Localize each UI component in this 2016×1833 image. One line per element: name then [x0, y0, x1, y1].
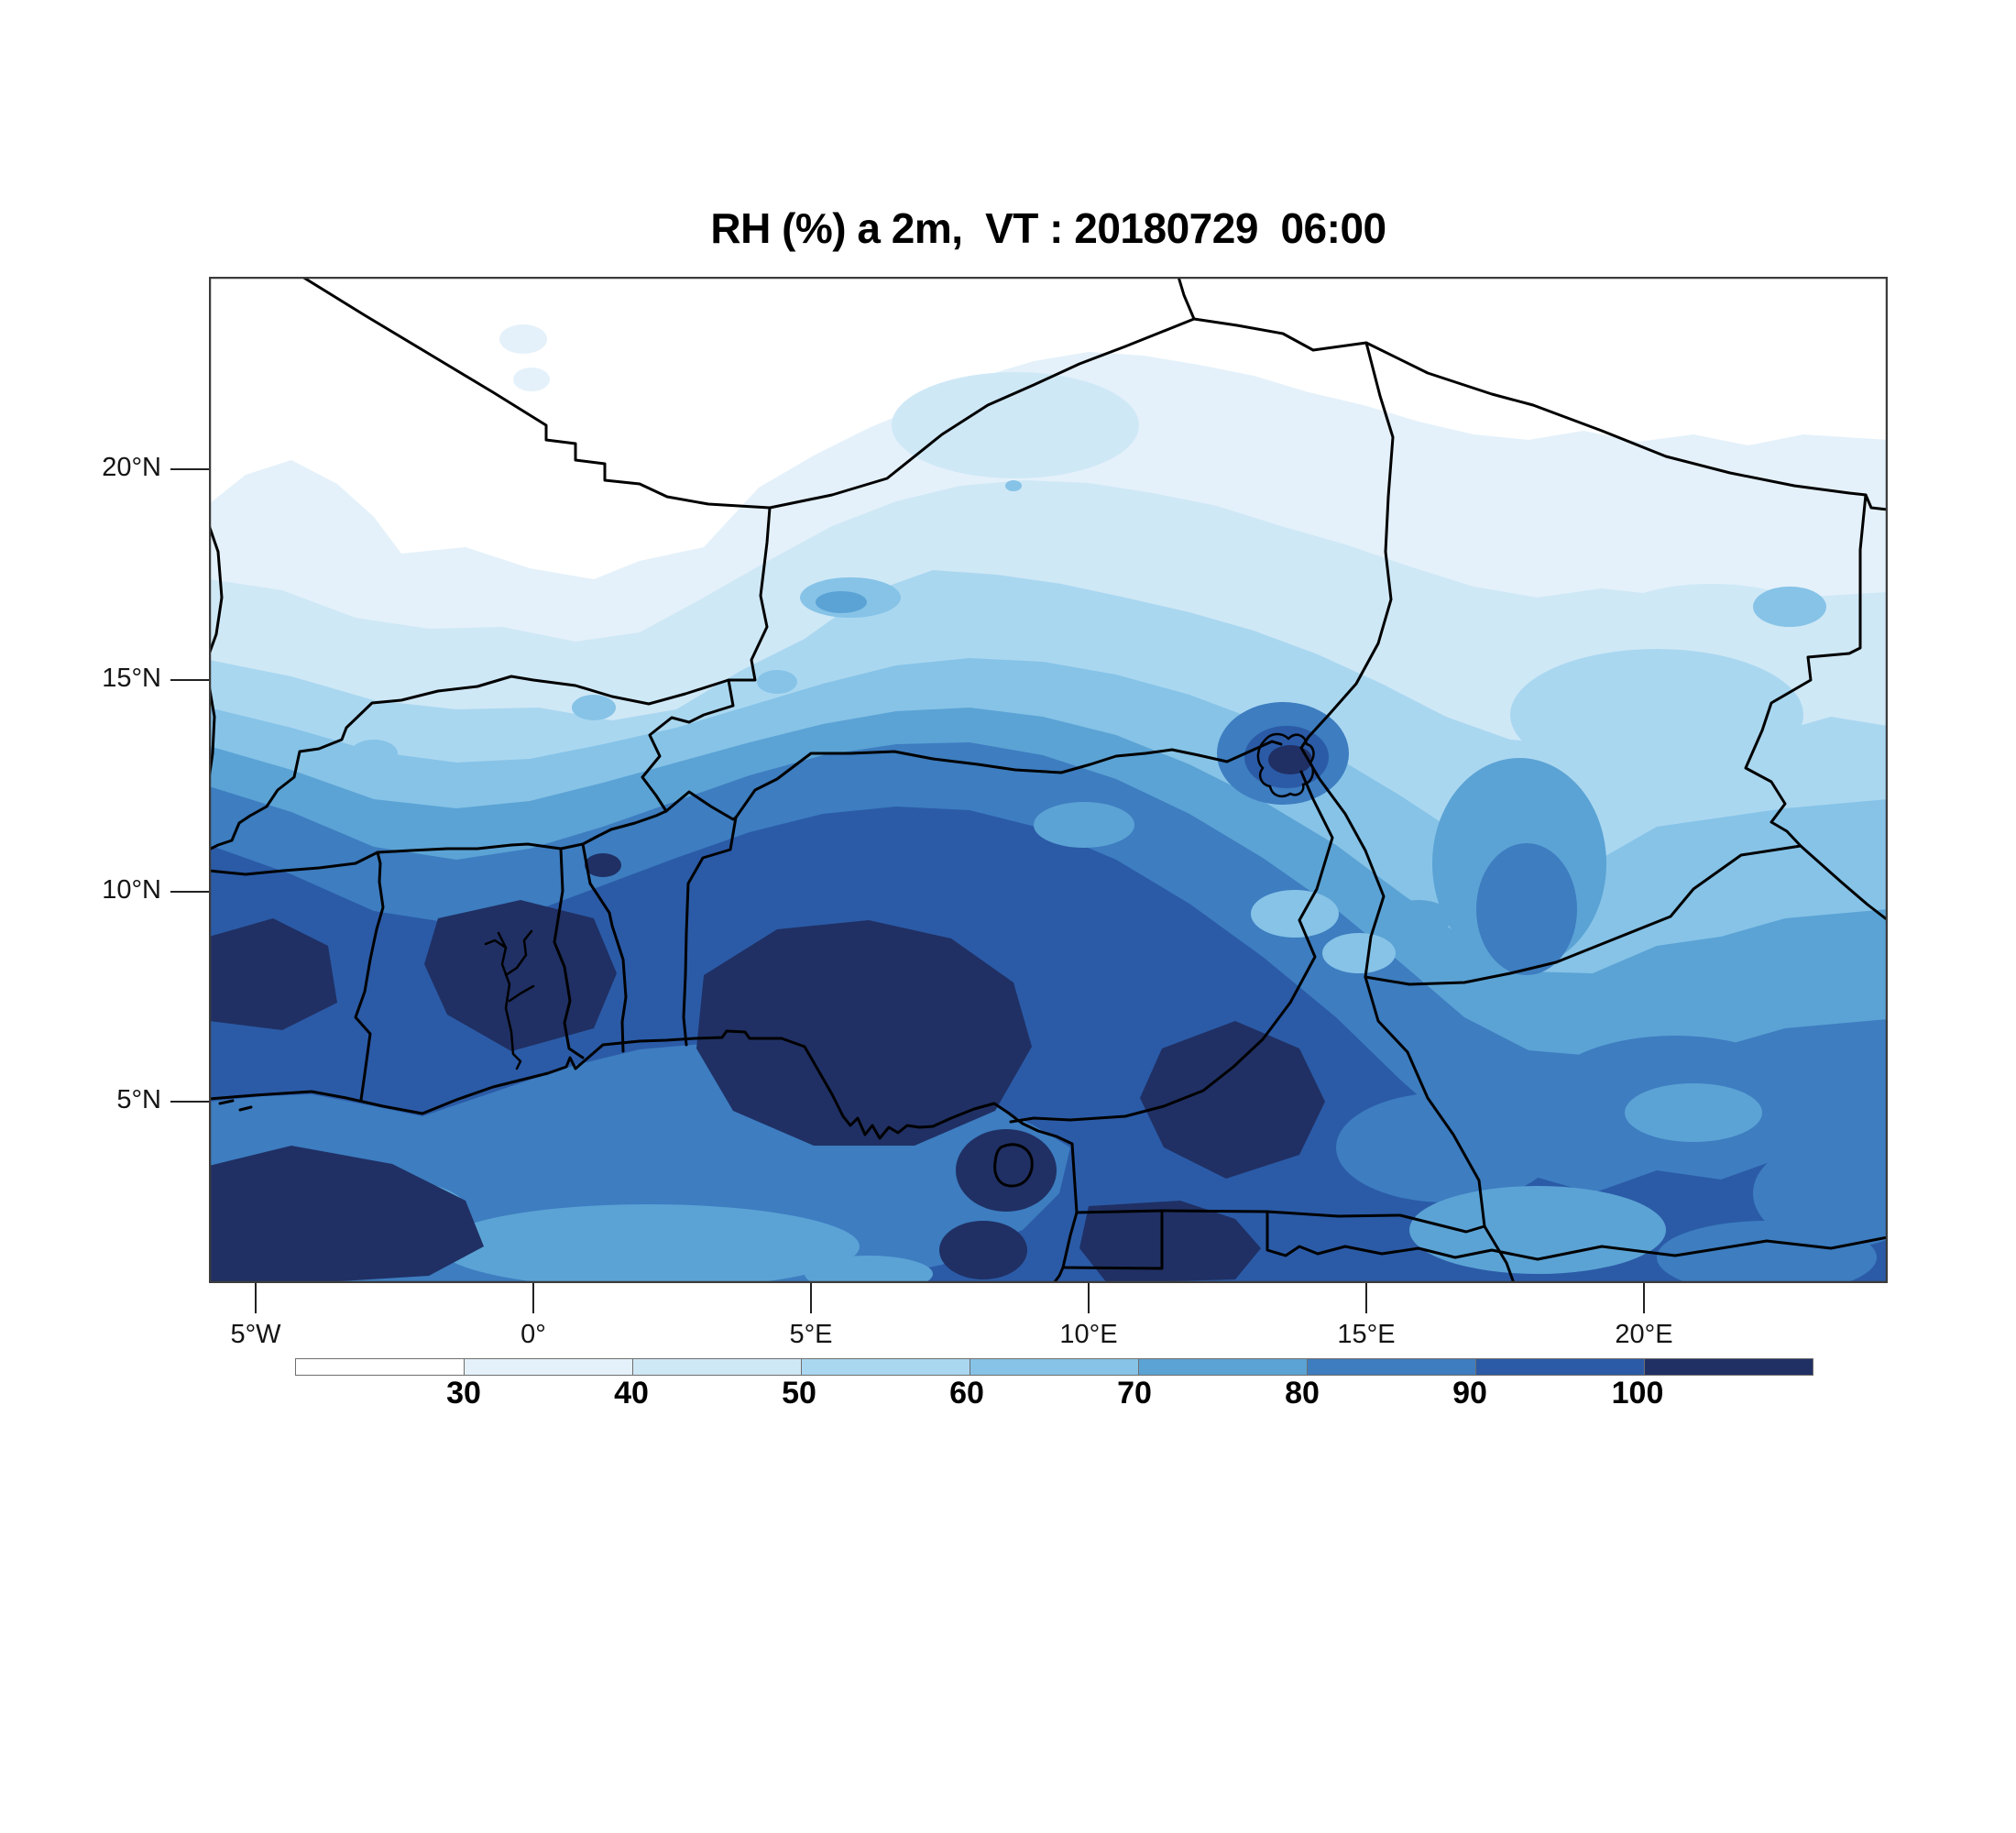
colorbar-tick-label: 100	[1611, 1376, 1664, 1410]
y-tick-label: 10°N	[102, 875, 161, 905]
x-tick-label: 5°E	[789, 1320, 833, 1349]
y-tick-mark	[170, 891, 209, 893]
y-tick-label: 5°N	[116, 1085, 161, 1114]
y-tick-label: 20°N	[102, 453, 161, 482]
colorbar-tick-label: 90	[1452, 1376, 1487, 1410]
x-tick-label: 0°	[520, 1320, 546, 1349]
y-tick-mark	[170, 468, 209, 470]
coastline	[209, 1029, 1888, 1283]
x-tick-mark	[1365, 1283, 1367, 1313]
colorbar-tick-label: 40	[614, 1376, 649, 1410]
x-tick-label: 20°E	[1615, 1320, 1673, 1349]
y-tick-mark	[170, 1101, 209, 1103]
map-frame	[209, 277, 1888, 1283]
colorbar-segment	[464, 1359, 632, 1375]
x-tick-mark	[255, 1283, 257, 1313]
x-tick-label: 15°E	[1337, 1320, 1396, 1349]
colorbar-tick-label: 50	[782, 1376, 816, 1410]
x-tick-mark	[1088, 1283, 1090, 1313]
y-tick-mark	[170, 679, 209, 681]
colorbar-segment	[1307, 1359, 1475, 1375]
colorbar-segment	[801, 1359, 970, 1375]
lake-volta-outline	[484, 929, 535, 1070]
colorbar-segment	[1644, 1359, 1813, 1375]
colorbar-tick-label: 80	[1285, 1376, 1320, 1410]
x-tick-label: 5°W	[230, 1320, 281, 1349]
x-tick-mark	[532, 1283, 534, 1313]
rh-overlay-patches	[209, 324, 1888, 1283]
page-title: RH (%) a 2m, VT : 20180729 06:00	[710, 204, 1386, 252]
lake-chad-outline	[1256, 732, 1315, 797]
colorbar	[295, 1358, 1813, 1376]
x-tick-label: 10°E	[1059, 1320, 1118, 1349]
colorbar-segment	[970, 1359, 1138, 1375]
colorbar-tick-label: 60	[949, 1376, 984, 1410]
colorbar-segment	[1475, 1359, 1644, 1375]
x-tick-mark	[1643, 1283, 1645, 1313]
colorbar-tick-label: 30	[446, 1376, 481, 1410]
map-area	[209, 277, 1888, 1283]
x-tick-mark	[810, 1283, 812, 1313]
equatorial-guinea-border	[1061, 1209, 1164, 1270]
colorbar-tick-label: 70	[1117, 1376, 1152, 1410]
bioko-island-outline	[993, 1143, 1034, 1188]
colorbar-segment	[296, 1359, 464, 1375]
colorbar-segment	[1138, 1359, 1307, 1375]
y-tick-label: 15°N	[102, 664, 161, 693]
country-borders	[209, 277, 1888, 1283]
rh-contour-map	[209, 277, 1888, 1283]
colorbar-segment	[632, 1359, 801, 1375]
